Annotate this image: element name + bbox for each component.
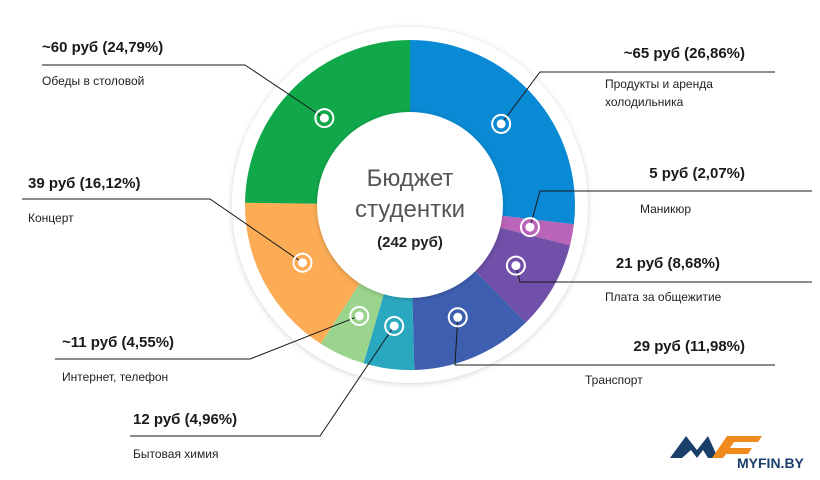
slice-marker-dot (511, 261, 521, 271)
leader-line (22, 198, 303, 264)
slice-value-label: 5 руб (2,07%) (649, 165, 745, 182)
logo-text: MYFIN.BY (737, 455, 805, 471)
slice-value-label: ~60 руб (24,79%) (42, 39, 163, 56)
donut-slice (410, 40, 576, 225)
slice-value-label: 21 руб (8,68%) (616, 255, 720, 272)
leader-line (500, 71, 775, 125)
slice-marker-ring (314, 108, 335, 129)
slice-name-label: Транспорт (585, 373, 643, 387)
slice-value-label: 39 руб (16,12%) (28, 175, 140, 192)
slice-marker-dot (525, 222, 535, 232)
leader-line (529, 190, 812, 228)
chart-title-line-2: студентки (355, 196, 465, 223)
chart-total-label: (242 руб) (377, 234, 443, 251)
slice-value-label: ~65 руб (26,86%) (624, 45, 745, 62)
slice-name-label: Маникюр (640, 202, 691, 216)
slice-markers (292, 108, 540, 336)
leader-line (454, 317, 775, 366)
slice-name-label: Продукты и аренда (605, 77, 713, 91)
slice-name-label: Интернет, телефон (62, 370, 168, 384)
logo-mark-m (670, 436, 718, 458)
logo-mark-f (712, 436, 762, 458)
slice-marker-dot (453, 312, 463, 322)
donut-slice (245, 40, 411, 204)
leader-line (515, 265, 812, 283)
slice-value-label: 29 руб (11,98%) (633, 338, 745, 355)
slice-marker-ring (519, 217, 540, 238)
slice-marker-dot (319, 113, 329, 123)
slice-marker-dot (354, 311, 364, 321)
slice-name-label: Плата за общежитие (605, 290, 722, 304)
slice-marker-ring (349, 305, 370, 326)
slice-name-label: Концерт (28, 211, 74, 225)
chart-title-line-1: Бюджет (367, 165, 454, 192)
donut-slice (363, 281, 415, 370)
slice-marker-ring (292, 252, 313, 273)
slice-marker-ring (491, 113, 512, 134)
slice-name-label: Бытовая химия (133, 447, 218, 461)
slice-name-label: Обеды в столовой (42, 74, 144, 88)
donut-center (317, 112, 503, 298)
slice-value-label: 12 руб (4,96%) (133, 411, 237, 428)
slice-marker-ring (384, 315, 405, 336)
slice-marker-ring (447, 307, 468, 328)
myfin-logo: MYFIN.BY (670, 436, 805, 471)
slice-labels: ~65 руб (26,86%) Продукты и аренда холодил… (28, 39, 745, 461)
slice-value-label: ~11 руб (4,55%) (62, 334, 174, 351)
slice-marker-dot (389, 321, 399, 331)
leader-line (130, 325, 395, 437)
leader-line (55, 315, 360, 360)
leader-lines (22, 64, 812, 437)
slice-name-label: холодильника (605, 95, 684, 109)
leader-line (42, 64, 325, 119)
slice-marker-ring (505, 255, 526, 276)
slice-marker-dot (496, 119, 506, 129)
slice-marker-dot (298, 258, 308, 268)
